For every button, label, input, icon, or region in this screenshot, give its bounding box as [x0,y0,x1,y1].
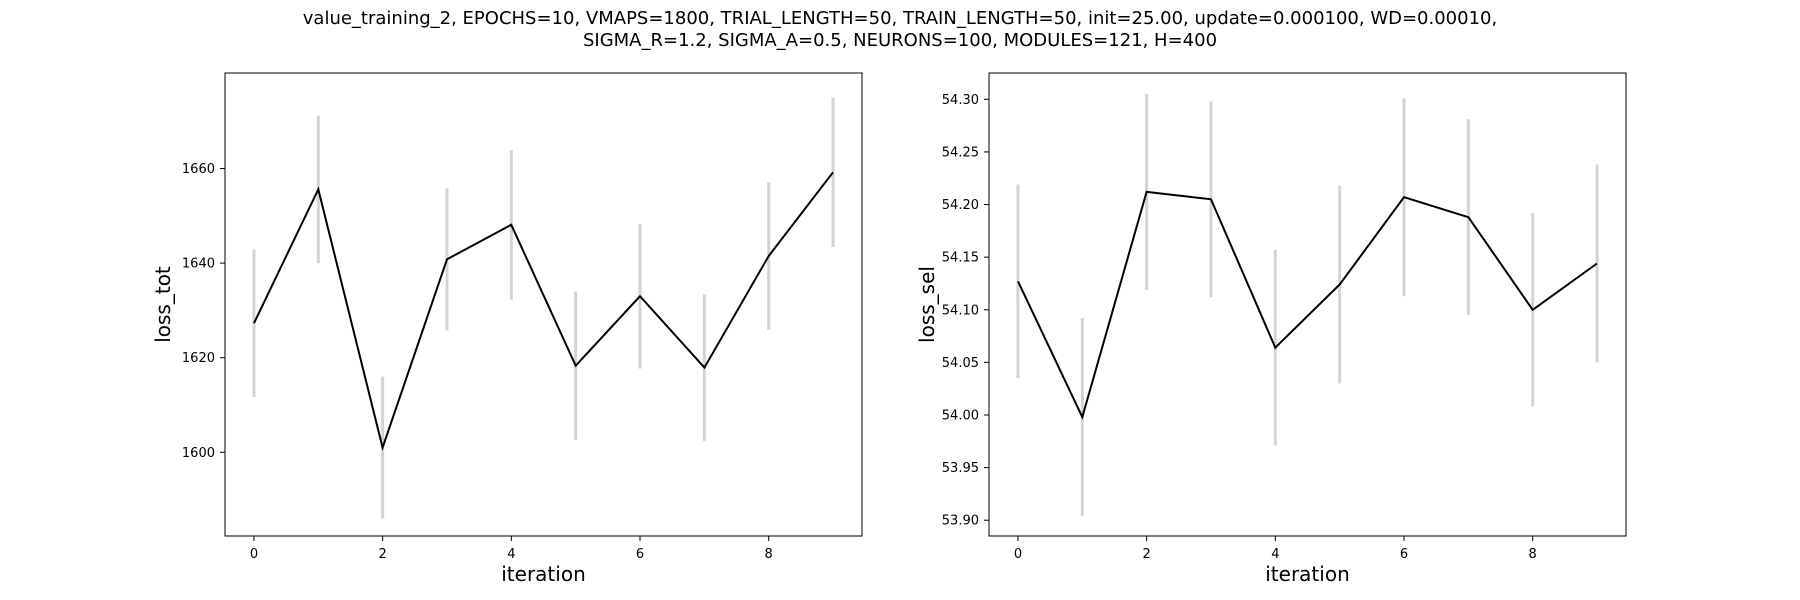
x-tick-label: 8 [765,547,773,562]
panel-loss-tot: 0 2 4 6 8 1600 1620 1640 1660 iteration loss_tot [151,72,863,586]
x-tick-label: 0 [1014,547,1022,562]
x-tick-label: 6 [1400,547,1408,562]
y-tick-label: 1640 [182,257,215,272]
figure-title: value_training_2, EPOCHS=10, VMAPS=1800,… [0,8,1800,52]
y-tick-label: 1620 [182,351,215,366]
series-line-loss_tot [253,171,834,452]
x-axis-label: iteration [501,562,586,586]
x-tick-label: 4 [507,547,515,562]
y-tick-label: 54.15 [942,251,979,266]
panel-loss-sel: 0 2 4 6 8 53.90 53.95 54.00 54.05 54.10 54.15 54.20… [915,72,1627,586]
x-tick-label: 2 [1143,547,1151,562]
y-tick-label: 54.10 [942,303,979,318]
y-tick-label: 53.90 [942,514,979,529]
x-tick-label: 0 [250,547,258,562]
y-axis-label: loss_sel [915,266,939,343]
y-tick-label: 54.20 [942,198,979,213]
figure-title-line-2: SIGMA_R=1.2, SIGMA_A=0.5, NEURONS=100, M… [582,30,1218,51]
y-tick-label: 54.00 [942,408,979,423]
y-tick-label: 54.30 [942,93,979,108]
x-tick-label: 4 [1271,547,1279,562]
y-tick-label: 1660 [182,162,215,177]
axes-frame [988,72,1627,537]
axes-frame [224,72,863,537]
x-axis-label: iteration [1265,562,1350,586]
series-line-loss_sel [1017,190,1598,420]
y-tick-label: 1600 [182,446,215,461]
y-axis-label: loss_tot [151,266,175,343]
figure-title-line-1: value_training_2, EPOCHS=10, VMAPS=1800,… [302,8,1498,29]
y-tick-label: 54.25 [942,145,979,160]
y-tick-label: 54.05 [942,356,979,371]
x-tick-label: 6 [636,547,644,562]
x-tick-label: 8 [1529,547,1537,562]
y-tick-label: 53.95 [942,461,979,476]
x-tick-label: 2 [379,547,387,562]
